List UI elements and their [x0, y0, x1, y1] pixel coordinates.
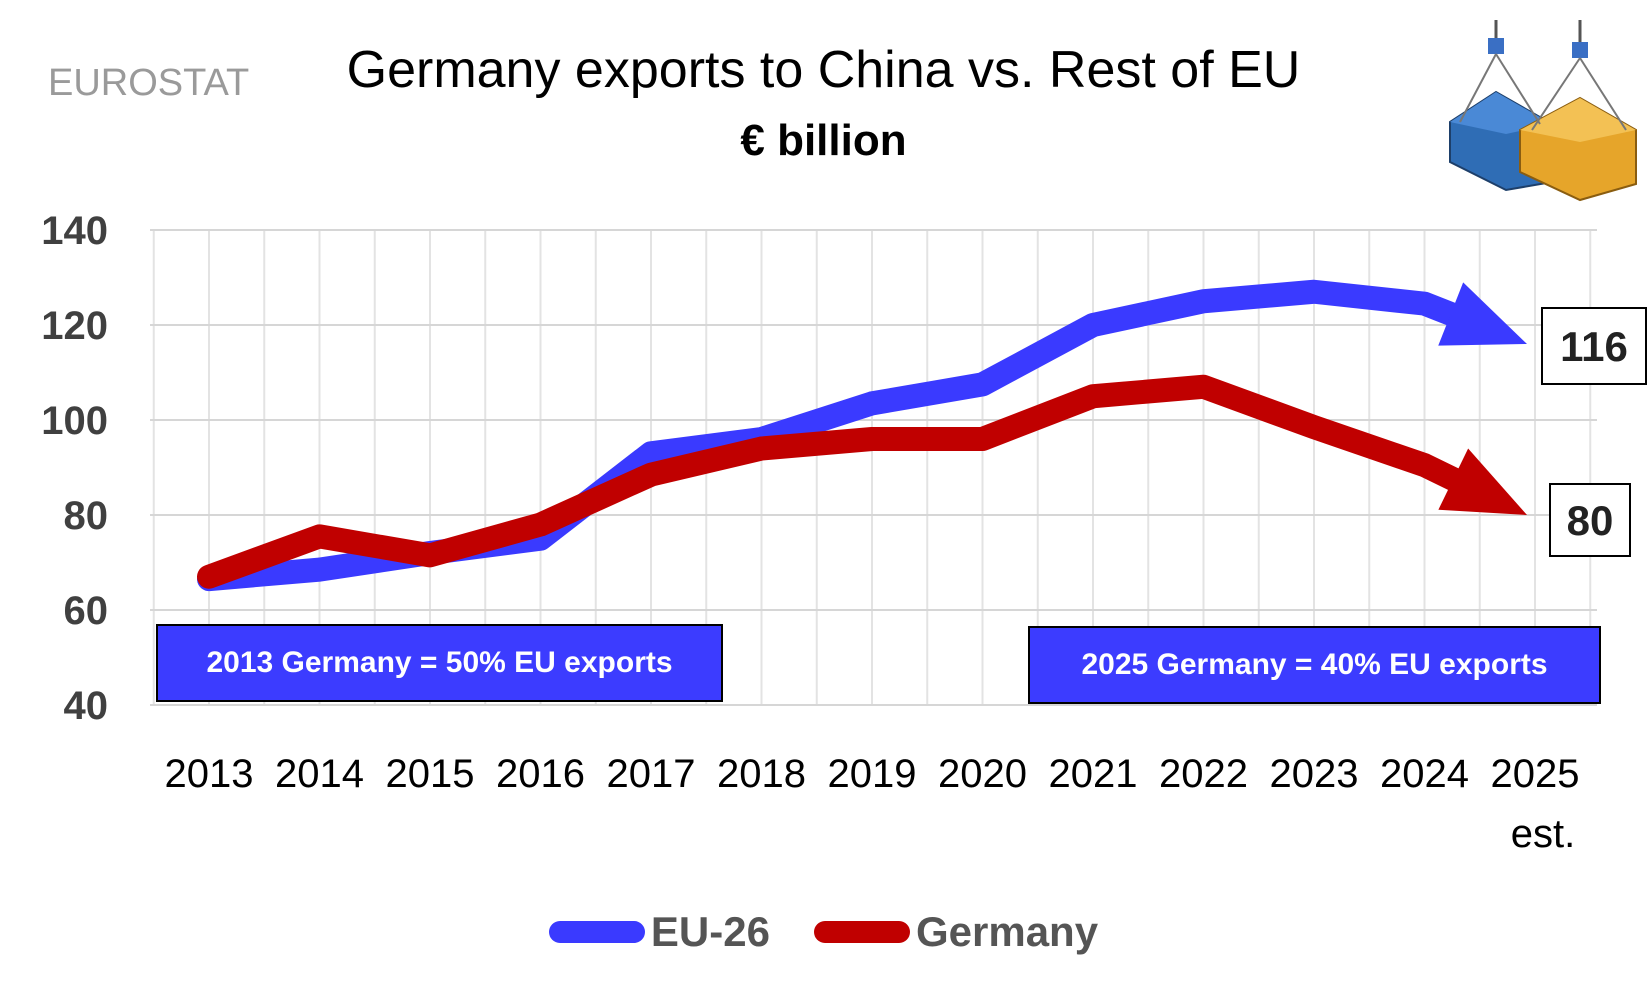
x-tick-label: 2020: [938, 752, 1027, 796]
x-tick-label: 2021: [1049, 752, 1138, 796]
legend-label-eu26: EU-26: [650, 908, 770, 955]
x-tick-sublabel: est.: [1511, 812, 1575, 856]
series-arrowhead-1: [1438, 448, 1527, 515]
chart-series: [197, 279, 1527, 592]
y-tick-label: 40: [64, 684, 109, 728]
x-tick-label: 2019: [828, 752, 917, 796]
y-tick-label: 140: [41, 209, 108, 253]
chart-subtitle: € billion: [740, 116, 907, 165]
legend-swatch-germany: [813, 921, 910, 943]
end-value-label: 116: [1560, 323, 1628, 370]
y-tick-label: 120: [41, 304, 108, 348]
end-value-label: 80: [1567, 497, 1614, 544]
annotation-2025: 2025 Germany = 40% EU exports: [1028, 626, 1601, 704]
legend-swatch-eu26: [548, 921, 645, 943]
x-tick-label: 2014: [275, 752, 364, 796]
chart-title: Germany exports to China vs. Rest of EU: [346, 41, 1301, 99]
annotation-2013: 2013 Germany = 50% EU exports: [156, 624, 723, 702]
legend-item-germany: Germany: [813, 908, 1099, 956]
x-tick-label: 2018: [717, 752, 806, 796]
y-tick-label: 80: [64, 494, 109, 538]
x-tick-label: 2013: [165, 752, 254, 796]
x-tick-label: 2025: [1491, 752, 1580, 796]
y-tick-label: 100: [41, 399, 108, 443]
end-label-box: [1549, 483, 1631, 557]
end-label-box: [1541, 307, 1647, 385]
x-tick-label: 2022: [1159, 752, 1248, 796]
x-tick-label: 2017: [607, 752, 696, 796]
end-value-labels: 116 80: [1541, 307, 1647, 557]
source-label: EUROSTAT: [48, 62, 250, 104]
shipping-containers-logo: [1449, 20, 1637, 202]
x-tick-label: 2015: [386, 752, 475, 796]
series-arrowhead-0: [1438, 282, 1527, 346]
x-tick-label: 2016: [496, 752, 585, 796]
y-axis-ticks: 40 60 80 100 120 140: [41, 209, 108, 728]
y-tick-label: 60: [64, 589, 109, 633]
legend-item-eu26: EU-26: [548, 908, 770, 956]
x-tick-label: 2023: [1270, 752, 1359, 796]
legend-label-germany: Germany: [915, 908, 1099, 955]
x-axis-ticks: 2013 2014 2015 2016 2017 2018 2019 2020 2021 2022…: [165, 752, 1580, 856]
x-tick-label: 2024: [1380, 752, 1469, 796]
legend: EU-26 Germany: [0, 908, 1647, 956]
series-line-1: [197, 374, 1471, 589]
